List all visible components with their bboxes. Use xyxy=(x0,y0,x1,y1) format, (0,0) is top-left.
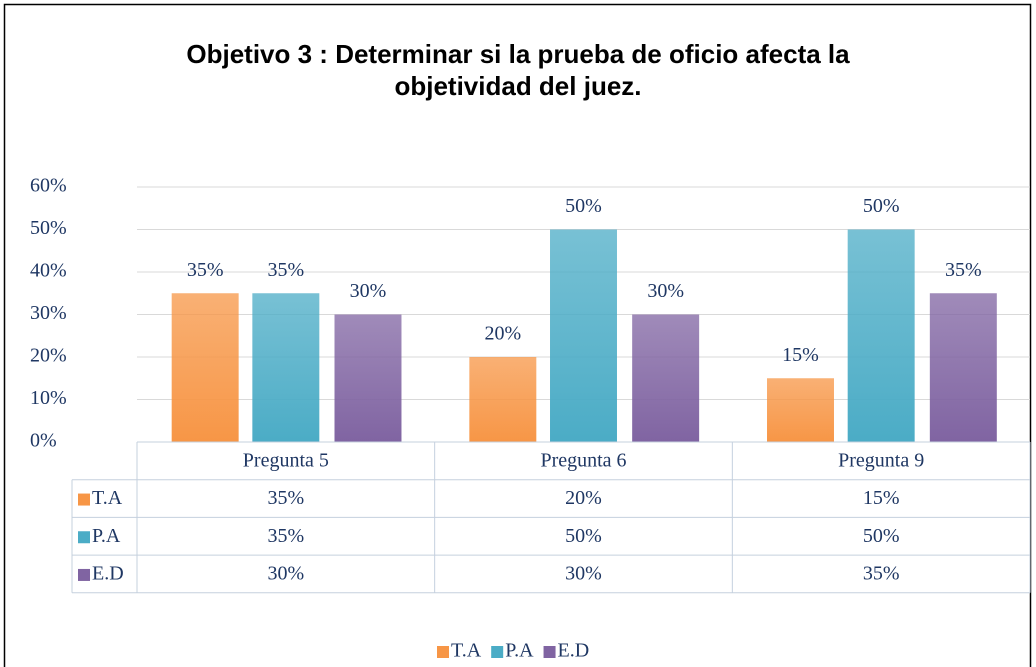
y-tick-label: 60% xyxy=(30,175,67,197)
x-tick-label: Pregunta 9 xyxy=(838,449,924,471)
data-label: 35% xyxy=(267,259,304,281)
y-tick-label: 30% xyxy=(30,302,67,324)
data-label: 50% xyxy=(565,195,602,217)
table-cell: 35% xyxy=(863,563,900,585)
table-cell: 30% xyxy=(565,563,602,585)
table-cell: 50% xyxy=(863,525,900,547)
legend-label: P.A xyxy=(505,640,534,662)
bar xyxy=(929,293,997,442)
table-cell: 35% xyxy=(267,487,304,509)
chart-title: Objetivo 3 : Determinar si la prueba de … xyxy=(186,39,850,101)
data-label: 30% xyxy=(647,280,684,302)
bar xyxy=(171,293,239,442)
data-label: 30% xyxy=(350,280,387,302)
bar xyxy=(469,357,537,442)
table-series-name: E.D xyxy=(92,563,124,585)
data-label: 35% xyxy=(187,259,224,281)
table-cell: 50% xyxy=(565,525,602,547)
bar xyxy=(767,378,834,442)
legend-key xyxy=(78,531,90,544)
table-cell: 15% xyxy=(863,487,900,509)
y-tick-label: 50% xyxy=(30,217,67,239)
y-tick-label: 20% xyxy=(30,345,67,367)
legend-label: E.D xyxy=(558,640,590,662)
y-tick-label: 0% xyxy=(30,430,57,452)
y-tick-label: 40% xyxy=(30,260,67,282)
bar xyxy=(847,229,915,442)
data-label: 35% xyxy=(945,259,982,281)
table-series-name: P.A xyxy=(92,525,121,547)
bar xyxy=(632,314,700,442)
bar xyxy=(334,314,402,442)
bar xyxy=(252,293,320,442)
table-series-name: T.A xyxy=(92,487,123,509)
data-label: 15% xyxy=(782,344,819,366)
table-cell: 30% xyxy=(267,563,304,585)
table-cell: 20% xyxy=(565,487,602,509)
data-label: 20% xyxy=(484,323,521,345)
table-cell: 35% xyxy=(267,525,304,547)
legend-key xyxy=(491,646,504,658)
x-tick-label: Pregunta 5 xyxy=(243,449,329,471)
legend-key xyxy=(78,493,90,506)
legend-key xyxy=(78,568,90,581)
legend-key xyxy=(437,646,449,658)
data-label: 50% xyxy=(863,195,900,217)
legend-label: T.A xyxy=(451,640,482,662)
legend-key xyxy=(543,646,556,658)
bar xyxy=(550,229,617,442)
x-tick-label: Pregunta 6 xyxy=(540,449,626,471)
y-tick-label: 10% xyxy=(30,387,67,409)
